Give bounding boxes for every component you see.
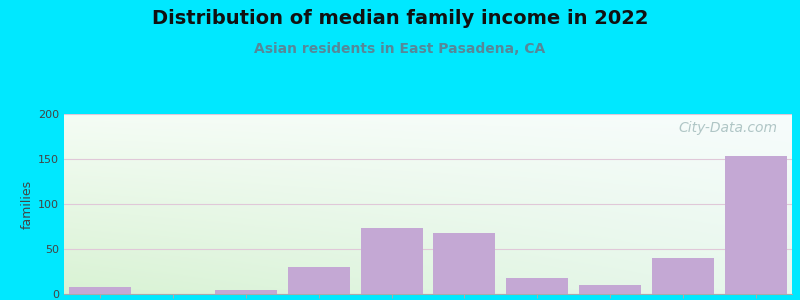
- Bar: [506, 278, 568, 294]
- Bar: [652, 258, 714, 294]
- Y-axis label: families: families: [21, 179, 34, 229]
- Bar: [579, 285, 641, 294]
- Bar: [725, 156, 786, 294]
- Bar: [434, 233, 495, 294]
- Bar: [288, 267, 350, 294]
- Text: City-Data.com: City-Data.com: [678, 121, 778, 135]
- Text: Asian residents in East Pasadena, CA: Asian residents in East Pasadena, CA: [254, 42, 546, 56]
- Bar: [70, 287, 131, 294]
- Bar: [361, 228, 422, 294]
- Bar: [215, 290, 277, 294]
- Text: Distribution of median family income in 2022: Distribution of median family income in …: [152, 9, 648, 28]
